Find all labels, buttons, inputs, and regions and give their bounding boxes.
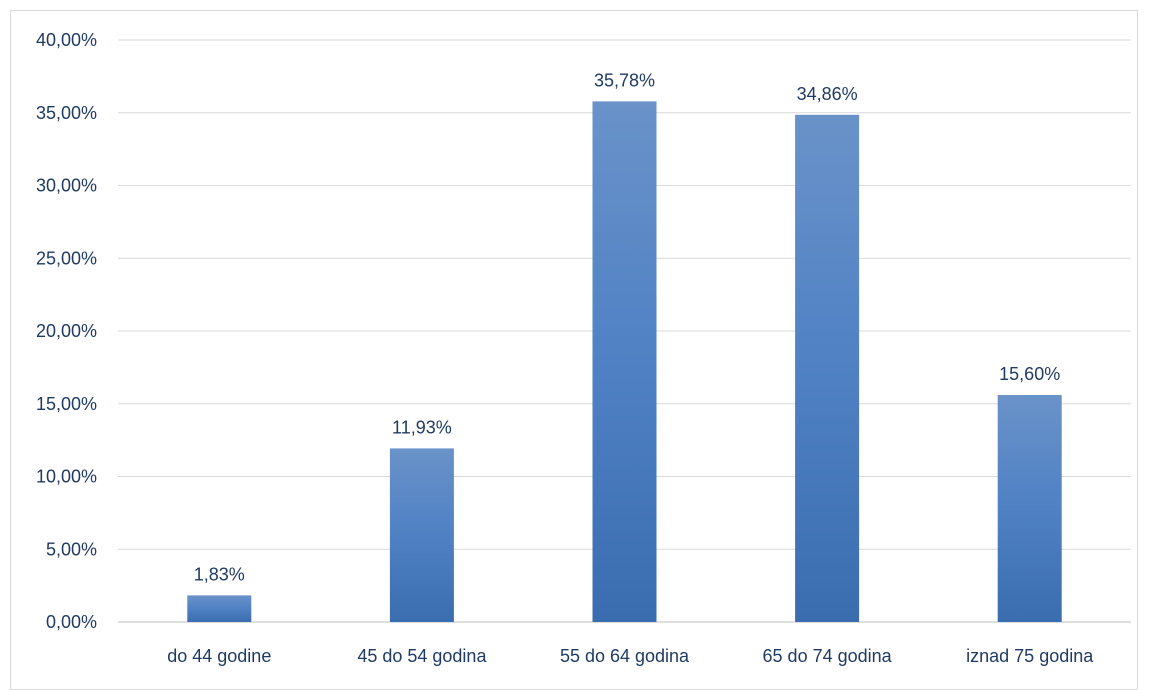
x-tick-label: 65 do 74 godina bbox=[763, 646, 893, 666]
y-tick-label: 10,00% bbox=[36, 467, 97, 487]
x-tick-label: 55 do 64 godina bbox=[560, 646, 690, 666]
bar bbox=[187, 595, 252, 622]
data-label: 35,78% bbox=[594, 70, 655, 90]
bar bbox=[795, 114, 860, 623]
y-tick-label: 35,00% bbox=[36, 103, 97, 123]
bar bbox=[997, 395, 1062, 622]
x-axis-tick-labels: do 44 godine 45 do 54 godina 55 do 64 godi… bbox=[167, 646, 1094, 666]
y-tick-label: 0,00% bbox=[46, 612, 97, 632]
bars bbox=[187, 101, 1062, 623]
y-tick-label: 5,00% bbox=[46, 539, 97, 559]
x-tick-label: 45 do 54 godina bbox=[357, 646, 487, 666]
y-tick-label: 30,00% bbox=[36, 176, 97, 196]
data-label: 1,83% bbox=[194, 564, 245, 584]
data-label: 11,93% bbox=[392, 417, 452, 437]
y-tick-label: 20,00% bbox=[36, 321, 97, 341]
chart-frame bbox=[10, 10, 1138, 690]
y-tick-label: 40,00% bbox=[36, 30, 97, 50]
y-tick-label: 25,00% bbox=[36, 248, 97, 268]
bar bbox=[389, 448, 454, 622]
data-label: 15,60% bbox=[999, 364, 1060, 384]
bar bbox=[592, 101, 657, 622]
x-tick-label: do 44 godine bbox=[167, 646, 271, 666]
data-label: 34,86% bbox=[797, 84, 858, 104]
x-tick-label: iznad 75 godina bbox=[966, 646, 1094, 666]
y-tick-label: 15,00% bbox=[36, 394, 97, 414]
y-axis-tick-labels: 0,00% 5,00% 10,00% 15,00% 20,00% 25,00% 30,00%… bbox=[36, 30, 97, 632]
data-labels: 1,83% 11,93% 35,78% 34,86% 15,60% bbox=[194, 70, 1060, 584]
